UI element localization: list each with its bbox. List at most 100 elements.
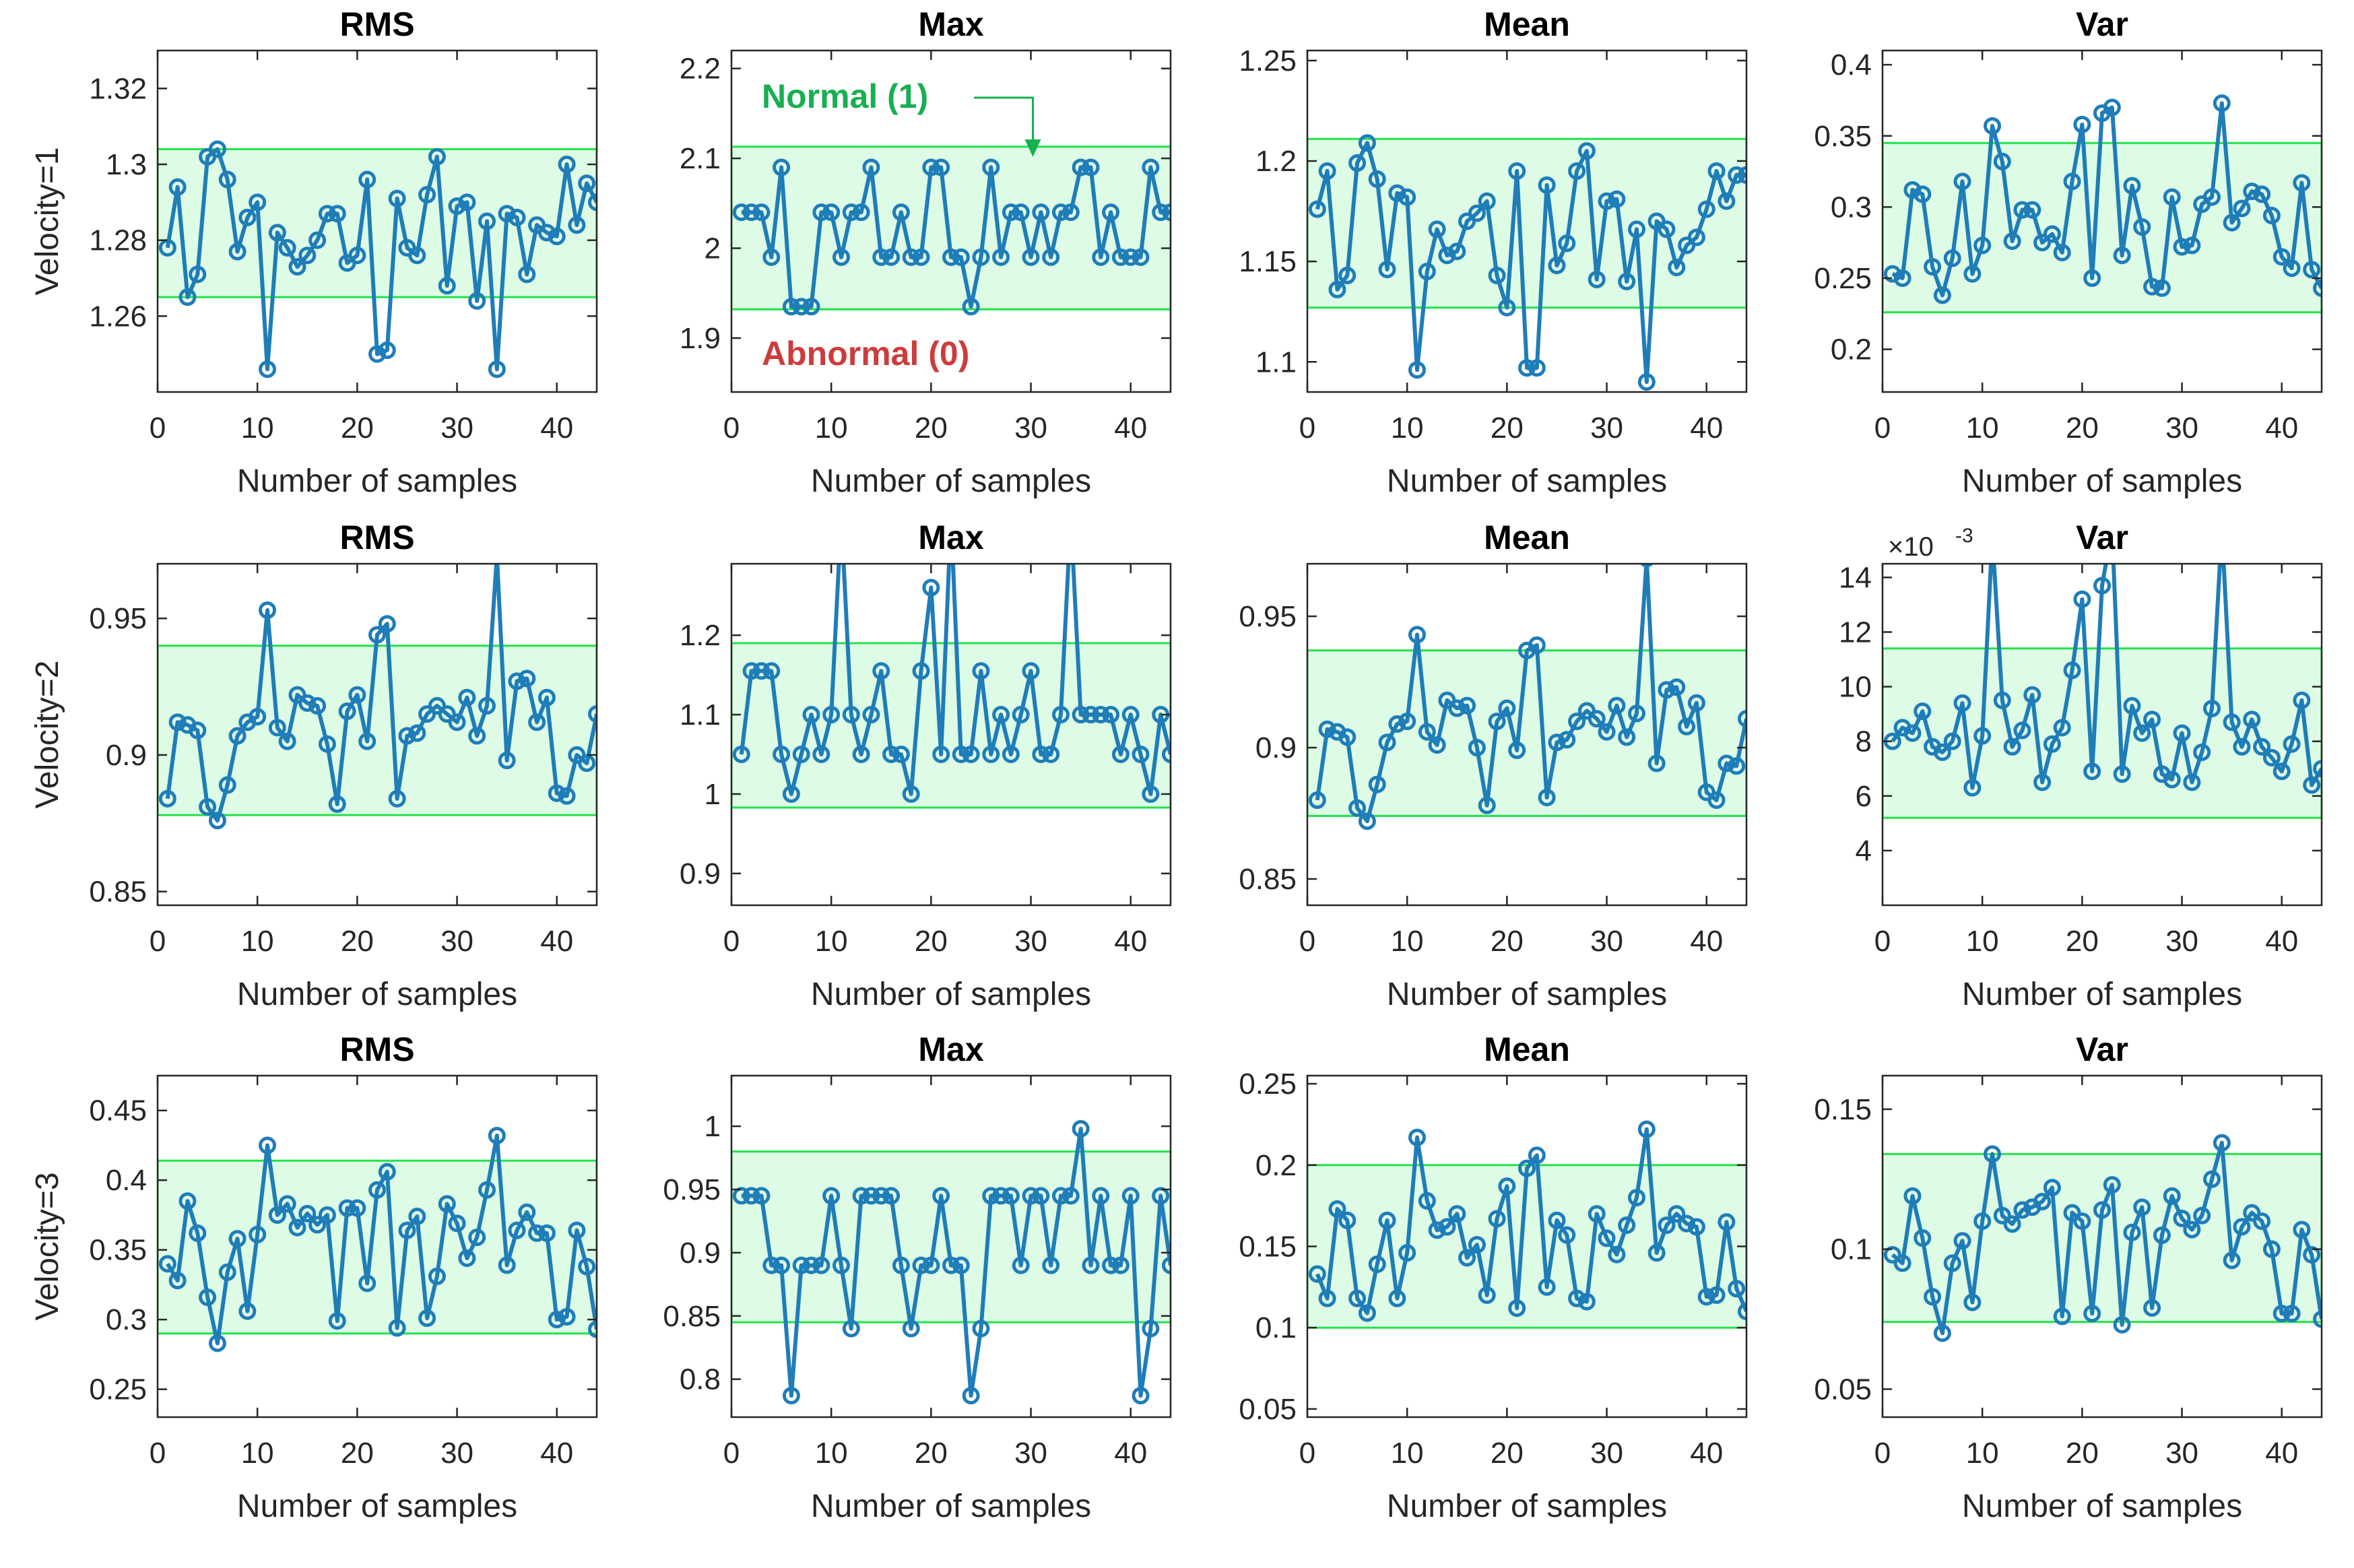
data-point	[548, 1311, 566, 1329]
subplot-r1-c3: 0 10 20 30 40 1.1 1.15 1.2 1.25 Mean Number of sam…	[1239, 5, 1748, 499]
data-point	[1914, 703, 1932, 721]
y-tick-label: 0.25	[89, 1373, 147, 1406]
data-point	[892, 1256, 910, 1274]
x-tick-label: 40	[540, 925, 573, 958]
y-tick-label: 0.9	[106, 739, 147, 772]
data-point	[1082, 706, 1100, 724]
data-point	[1052, 203, 1070, 222]
data-point	[1973, 236, 1992, 255]
data-point	[498, 205, 516, 223]
x-tick-label: 40	[540, 1437, 573, 1470]
x-tick-label: 10	[815, 1437, 848, 1470]
data-point	[962, 1387, 980, 1405]
x-tick-label: 20	[2066, 925, 2099, 958]
data-point	[1348, 799, 1367, 817]
data-point	[872, 662, 890, 680]
data-point	[548, 228, 566, 246]
data-point	[1061, 203, 1080, 222]
data-point	[2093, 1201, 2111, 1219]
data-point	[1348, 154, 1367, 172]
data-point	[1092, 1187, 1110, 1205]
data-point	[1032, 203, 1050, 222]
data-point	[1608, 190, 1626, 208]
data-point	[358, 1274, 377, 1293]
data-point	[1608, 1245, 1626, 1264]
data-point	[178, 1192, 197, 1210]
y-tick-label: 0.05	[1239, 1393, 1297, 1426]
y-tick-label: 1.26	[89, 300, 147, 333]
data-point	[942, 1256, 960, 1274]
x-tick-label: 40	[1690, 412, 1723, 445]
x-tick-label: 10	[815, 412, 848, 445]
x-tick-label: 0	[1874, 1437, 1891, 1470]
x-tick-label: 30	[1014, 412, 1047, 445]
data-point	[2243, 711, 2261, 729]
x-tick-label: 40	[1690, 925, 1723, 958]
axes-box	[1306, 49, 1748, 393]
data-point	[1012, 1256, 1030, 1274]
data-point	[1668, 678, 1686, 696]
data-point	[1637, 373, 1656, 391]
data-point	[2133, 724, 2151, 742]
y-tick-label: 0.25	[1239, 1068, 1297, 1101]
data-point	[1973, 727, 1992, 745]
data-point	[478, 1181, 496, 1199]
data-point	[2133, 218, 2151, 236]
data-point	[1358, 1304, 1376, 1322]
data-point	[2253, 185, 2271, 203]
data-point	[1658, 220, 1676, 238]
data-point	[1538, 1278, 1556, 1296]
data-point	[1111, 745, 1130, 763]
data-point	[1538, 176, 1556, 194]
data-point	[1577, 1293, 1596, 1311]
data-point	[2193, 743, 2211, 761]
data-point	[1092, 706, 1110, 724]
data-point	[448, 1214, 466, 1233]
data-point	[1963, 265, 1982, 283]
data-point	[2103, 1176, 2121, 1194]
data-point	[1308, 1265, 1326, 1283]
data-point	[1328, 1200, 1346, 1218]
data-point	[1468, 1236, 1486, 1254]
data-point	[922, 158, 940, 176]
data-point	[1953, 172, 1971, 191]
data-point	[1639, 564, 1654, 568]
y-tick-label: 0.9	[1255, 731, 1297, 764]
data-point	[1111, 248, 1130, 266]
data-point	[1368, 170, 1386, 188]
data-point	[842, 1319, 860, 1338]
data-point	[448, 197, 466, 215]
x-axis-label: Number of samples	[237, 1489, 517, 1524]
data-point	[872, 248, 890, 266]
data-point	[2143, 711, 2161, 729]
data-point	[1903, 1187, 1922, 1205]
normal-band	[731, 1150, 1171, 1324]
data-point	[228, 1230, 247, 1248]
x-tick-label: 0	[1299, 1437, 1315, 1470]
data-point	[1707, 791, 1726, 809]
x-tick-label: 0	[723, 1437, 740, 1470]
axes-box	[156, 49, 598, 393]
y-tick-label: 0.1	[1255, 1311, 1297, 1344]
data-point	[1933, 743, 1951, 761]
data-point	[2033, 1193, 2052, 1211]
data-point	[2083, 1305, 2101, 1323]
data-point	[2023, 686, 2041, 704]
data-point	[902, 1319, 920, 1338]
data-point	[1618, 1216, 1636, 1235]
data-point	[1408, 1128, 1426, 1146]
subplot-title: Mean	[1484, 1031, 1570, 1068]
data-point	[1598, 1229, 1616, 1247]
data-point	[1042, 745, 1060, 763]
data-point	[168, 713, 187, 731]
data-point	[228, 242, 247, 261]
data-point	[802, 706, 820, 724]
data-point	[782, 785, 800, 803]
data-point	[249, 708, 267, 726]
data-point	[782, 1387, 800, 1405]
data-point	[578, 174, 596, 193]
x-tick-label: 10	[241, 925, 274, 958]
x-tick-label: 10	[241, 1437, 274, 1470]
data-point	[1388, 715, 1406, 733]
axes-box	[730, 1074, 1172, 1418]
